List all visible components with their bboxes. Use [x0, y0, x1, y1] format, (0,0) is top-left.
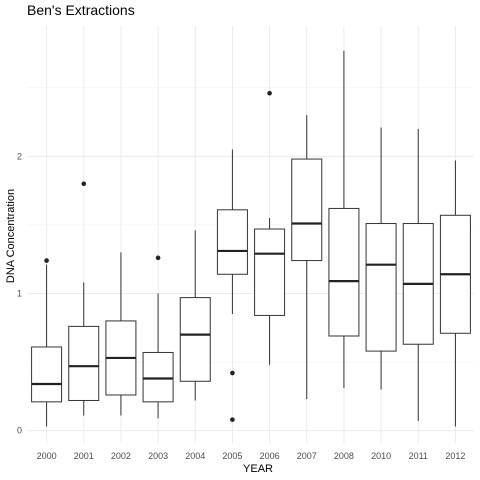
outlier-point [155, 255, 161, 261]
box-2005 [216, 149, 248, 422]
x-tick-label: 2011 [409, 451, 428, 461]
x-tick-label: 2003 [148, 451, 168, 461]
box-iqr [365, 223, 397, 352]
box-iqr [291, 158, 323, 262]
x-tick-label: 2012 [445, 451, 465, 461]
box-2000 [31, 258, 63, 427]
x-tick-label: 2004 [185, 451, 205, 461]
y-tick-label: 1 [17, 288, 22, 298]
y-tick-label: 0 [17, 426, 22, 436]
box-2008 [328, 50, 360, 389]
x-tick-label: 2008 [334, 451, 354, 461]
x-tick-labels: 2000 2001 2002 2003 2004 2005 2006 2007 2008 2010… [37, 451, 466, 461]
box-iqr [142, 351, 174, 403]
box-iqr [179, 297, 211, 382]
box-2004 [179, 230, 211, 401]
chart-title: Ben's Extractions [27, 2, 135, 18]
x-axis-title: YEAR [243, 463, 273, 475]
box-2006 [254, 90, 286, 365]
box-iqr [68, 325, 100, 401]
x-tick-label: 2006 [260, 451, 280, 461]
box-2012 [439, 160, 471, 427]
y-axis-title: DNA Concentration [5, 189, 17, 283]
outlier-point [230, 417, 235, 422]
x-tick-label: 2002 [111, 451, 131, 461]
x-tick-label: 2000 [37, 451, 57, 461]
x-tick-label: 2010 [371, 451, 391, 461]
box-2011 [402, 128, 434, 422]
outlier-point [230, 370, 235, 376]
box-iqr [31, 346, 63, 403]
x-tick-label: 2005 [222, 451, 242, 461]
box-2007 [291, 115, 323, 400]
box-2001 [68, 181, 100, 416]
outlier-point [81, 181, 87, 187]
box-2002 [105, 252, 137, 416]
box-iqr [328, 207, 360, 337]
x-tick-label: 2007 [297, 451, 317, 461]
box-2003 [142, 255, 174, 419]
box-iqr [216, 209, 248, 275]
box-2010 [365, 127, 397, 390]
x-tick-label: 2001 [74, 451, 94, 461]
boxes [31, 50, 471, 427]
outlier-point [267, 90, 272, 96]
box-iqr [254, 228, 286, 316]
y-tick-label: 2 [17, 151, 22, 161]
y-tick-labels: 0 1 2 [17, 151, 22, 435]
outlier-point [44, 258, 49, 263]
